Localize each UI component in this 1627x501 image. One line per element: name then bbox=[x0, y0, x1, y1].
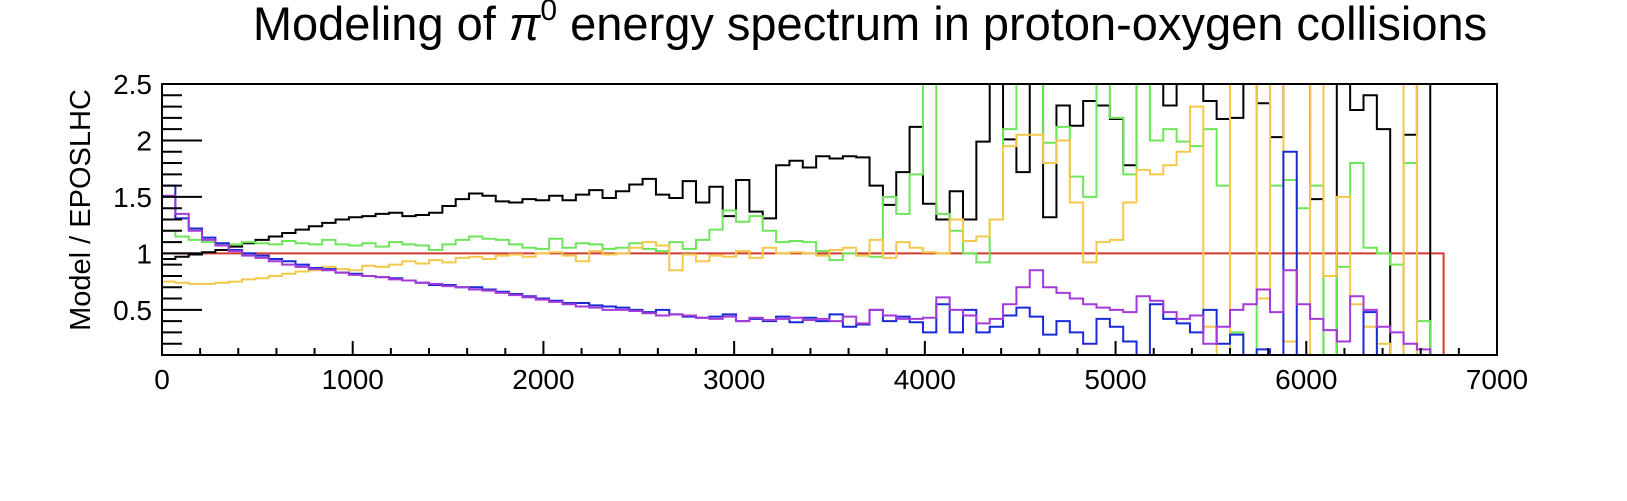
series-3-line bbox=[162, 84, 1444, 355]
x-tick-label: 3000 bbox=[703, 364, 765, 395]
series-1-line bbox=[162, 84, 1444, 355]
y-tick-label: 2 bbox=[136, 125, 152, 156]
series-layer bbox=[162, 84, 1445, 355]
axes-layer: 0 1000 2000 3000 4000 5000 6000 7000 0.5 1 1.5 2 2.5 bbox=[113, 69, 1528, 395]
title-text-after: energy spectrum in proton-oxygen collisi… bbox=[557, 0, 1487, 50]
x-tick-label: 2000 bbox=[512, 364, 574, 395]
x-tick-label: 5000 bbox=[1084, 364, 1146, 395]
series-5-line bbox=[162, 194, 1444, 355]
title-text-before: Modeling of bbox=[253, 0, 509, 50]
series-2-line bbox=[162, 84, 1444, 355]
x-tick-label: 7000 bbox=[1466, 364, 1528, 395]
title-pi-symbol: π bbox=[509, 0, 542, 50]
x-tick-label: 4000 bbox=[894, 364, 956, 395]
x-tick-label: 0 bbox=[154, 364, 170, 395]
y-tick-label: 1 bbox=[136, 238, 152, 269]
chart-title: Modeling of π0 energy spectrum in proton… bbox=[253, 0, 1487, 50]
y-tick-label: 1.5 bbox=[113, 182, 152, 213]
x-tick-label: 1000 bbox=[322, 364, 384, 395]
y-tick-label: 2.5 bbox=[113, 69, 152, 100]
y-axis-label: Model / EPOSLHC bbox=[65, 89, 97, 331]
title-superscript: 0 bbox=[540, 0, 557, 27]
x-tick-label: 6000 bbox=[1275, 364, 1337, 395]
y-tick-label: 0.5 bbox=[113, 295, 152, 326]
